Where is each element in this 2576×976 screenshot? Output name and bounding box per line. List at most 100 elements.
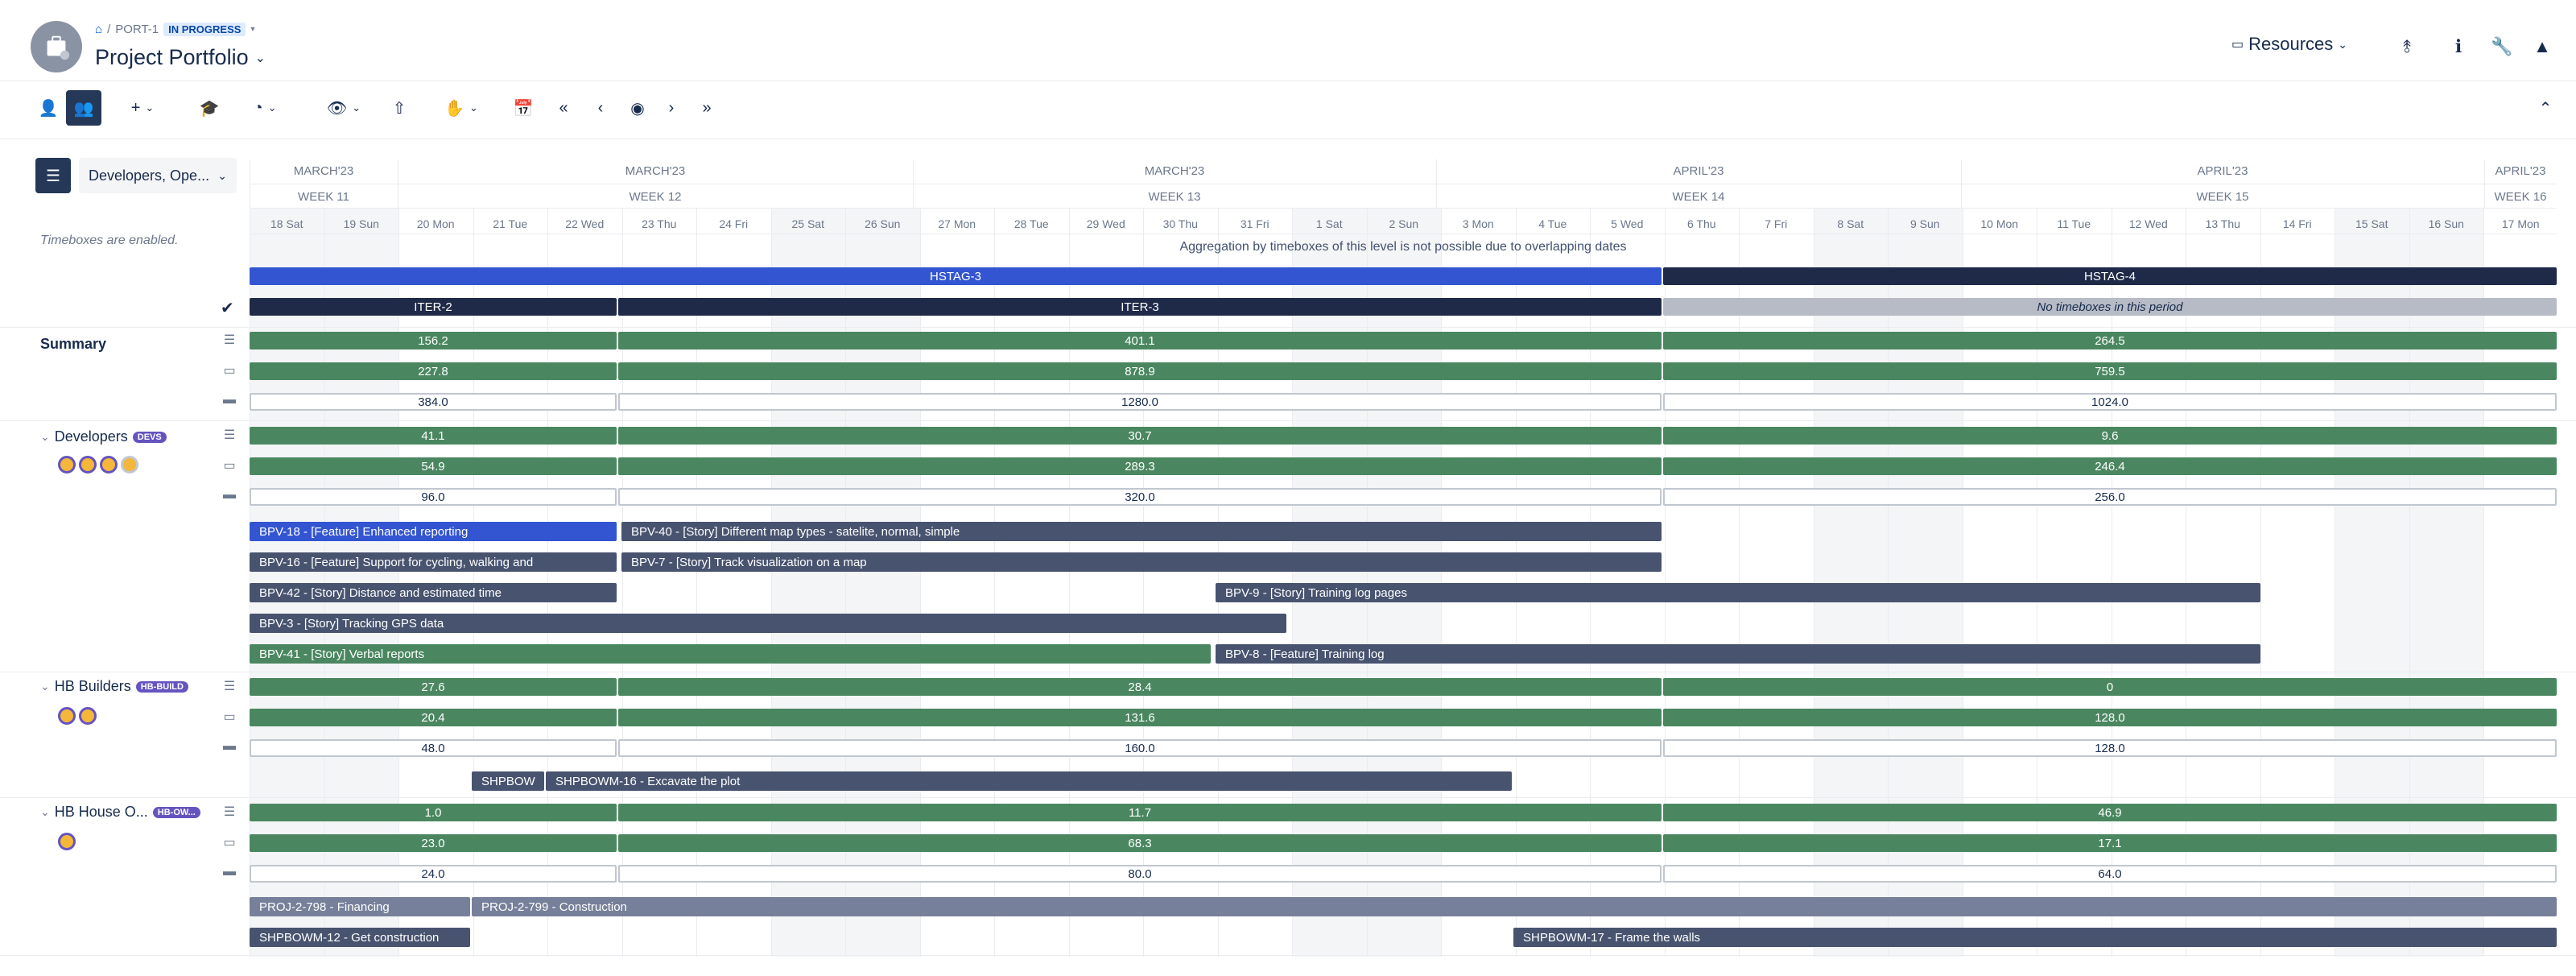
today-button[interactable]: ◉ bbox=[621, 90, 654, 126]
drag-mode-button[interactable]: ✋ ⌄ bbox=[444, 99, 478, 118]
grid-line bbox=[845, 208, 846, 957]
avatar[interactable] bbox=[79, 456, 97, 474]
wrench-icon[interactable]: 🔧 bbox=[2491, 36, 2513, 56]
jump-start-button[interactable]: « bbox=[547, 90, 580, 126]
work-item-bar[interactable]: BPV-8 - [Feature] Training log bbox=[1216, 644, 2260, 664]
page-title[interactable]: Project Portfolio ⌄ bbox=[95, 45, 266, 70]
day-label: 28 Tue bbox=[1013, 217, 1049, 230]
prev-button[interactable]: ‹ bbox=[584, 90, 617, 126]
metric-bar[interactable]: 48.0 bbox=[250, 739, 617, 757]
metric-bar[interactable]: 401.1 bbox=[618, 332, 1662, 349]
metric-bar[interactable]: 1024.0 bbox=[1663, 393, 2557, 411]
filter-list-button[interactable]: ☰ bbox=[35, 158, 71, 193]
add-button[interactable]: + ⌄ bbox=[130, 98, 155, 117]
iteration-bar[interactable]: ITER-2 bbox=[250, 298, 617, 316]
metric-bar[interactable]: 9.6 bbox=[1663, 427, 2557, 445]
avatar[interactable] bbox=[100, 456, 118, 474]
metric-bar[interactable]: 878.9 bbox=[618, 362, 1662, 380]
work-item-bar[interactable]: BPV-16 - [Feature] Support for cycling, … bbox=[250, 552, 617, 572]
metric-bar[interactable]: 30.7 bbox=[618, 427, 1662, 445]
work-item-bar[interactable]: SHPBOWM-12 - Get construction bbox=[250, 928, 470, 947]
stage-bar[interactable]: HSTAG-4 bbox=[1663, 267, 2557, 285]
status-badge[interactable]: IN PROGRESS bbox=[163, 23, 246, 36]
metric-bar[interactable]: 80.0 bbox=[618, 865, 1662, 883]
metric-bar[interactable]: 24.0 bbox=[250, 865, 617, 883]
avatar[interactable] bbox=[121, 456, 138, 474]
metric-bar[interactable]: 68.3 bbox=[618, 834, 1662, 852]
stage-bar[interactable]: HSTAG-3 bbox=[250, 267, 1662, 285]
iteration-bar[interactable]: ITER-3 bbox=[618, 298, 1662, 316]
jump-end-button[interactable]: » bbox=[691, 90, 723, 126]
metric-bar[interactable]: 11.7 bbox=[618, 804, 1662, 821]
project-avatar[interactable] bbox=[31, 21, 82, 72]
metric-bar[interactable]: 320.0 bbox=[618, 488, 1662, 506]
metric-bar[interactable]: 28.4 bbox=[618, 678, 1662, 696]
metric-bar[interactable]: 23.0 bbox=[250, 834, 617, 852]
team-view-button[interactable]: 👥 bbox=[66, 90, 101, 126]
work-item-bar[interactable]: BPV-41 - [Story] Verbal reports bbox=[250, 644, 1211, 664]
metric-bar[interactable]: 384.0 bbox=[250, 393, 617, 411]
work-item-bar[interactable]: BPV-40 - [Story] Different map types - s… bbox=[621, 522, 1662, 541]
metric-bar[interactable]: 289.3 bbox=[618, 457, 1662, 475]
avatar[interactable] bbox=[79, 707, 97, 725]
breadcrumb-item[interactable]: PORT-1 bbox=[115, 23, 159, 36]
metric-bar[interactable]: 96.0 bbox=[250, 488, 617, 506]
work-item-bar[interactable]: SHPBOW bbox=[472, 771, 544, 791]
metric-bar[interactable]: 128.0 bbox=[1663, 709, 2557, 726]
metric-bar[interactable]: 64.0 bbox=[1663, 865, 2557, 883]
team-hb-builders[interactable]: ⌄ HB Builders HB-BUILD bbox=[40, 678, 188, 695]
calendar-button[interactable]: 📅 bbox=[507, 90, 539, 126]
grid-line bbox=[621, 208, 623, 957]
education-button[interactable]: 🎓 bbox=[193, 90, 225, 126]
work-item-bar[interactable]: PROJ-2-798 - Financing bbox=[250, 897, 470, 916]
metric-bar[interactable]: 131.6 bbox=[618, 709, 1662, 726]
work-item-bar[interactable]: PROJ-2-799 - Construction bbox=[472, 897, 2557, 916]
work-item-bar[interactable]: BPV-18 - [Feature] Enhanced reporting bbox=[250, 522, 617, 541]
avatar[interactable] bbox=[58, 707, 76, 725]
team-filter-select[interactable]: Developers, Ope... ⌄ bbox=[79, 158, 237, 193]
export-button[interactable]: ⇧ bbox=[383, 90, 415, 126]
metric-bar[interactable]: 156.2 bbox=[250, 332, 617, 349]
single-view-button[interactable]: 👤 bbox=[32, 90, 64, 126]
collapse-toolbar-button[interactable]: ⌃ bbox=[2529, 90, 2562, 126]
team-hb-house-owners[interactable]: ⌄ HB House O... HB-OW... bbox=[40, 804, 200, 821]
work-item-bar[interactable]: BPV-7 - [Story] Track visualization on a… bbox=[621, 552, 1662, 572]
metric-bar[interactable]: 759.5 bbox=[1663, 362, 2557, 380]
metric-bar[interactable]: 1280.0 bbox=[618, 393, 1662, 411]
check-icon[interactable]: ✔ bbox=[221, 300, 234, 317]
dashboard-button[interactable]: ◔ ⌄ bbox=[253, 98, 277, 117]
metric-bar[interactable]: 256.0 bbox=[1663, 488, 2557, 506]
metric-bar[interactable]: 17.1 bbox=[1663, 834, 2557, 852]
work-item-bar[interactable]: SHPBOWM-17 - Frame the walls bbox=[1513, 928, 2557, 947]
metric-bar[interactable]: 160.0 bbox=[618, 739, 1662, 757]
metric-bar[interactable]: 1.0 bbox=[250, 804, 617, 821]
no-timebox-bar: No timeboxes in this period bbox=[1663, 298, 2557, 316]
work-item-bar[interactable]: SHPBOWM-16 - Excavate the plot bbox=[546, 771, 1512, 791]
metric-bar[interactable]: 264.5 bbox=[1663, 332, 2557, 349]
breadcrumb: ⌂ / PORT-1 IN PROGRESS ▾ bbox=[95, 23, 255, 36]
metric-bar[interactable]: 246.4 bbox=[1663, 457, 2557, 475]
team-developers[interactable]: ⌄ Developers DEVS bbox=[40, 428, 167, 445]
resources-button[interactable]: ▭ Resources ⌄ bbox=[2231, 34, 2347, 55]
person-icon[interactable]: ▲ bbox=[2533, 36, 2551, 56]
metric-bar[interactable]: 20.4 bbox=[250, 709, 617, 726]
share-icon[interactable]: ⥉ bbox=[2402, 36, 2412, 56]
metric-bar[interactable]: 46.9 bbox=[1663, 804, 2557, 821]
work-item-bar[interactable]: BPV-3 - [Story] Tracking GPS data bbox=[250, 614, 1286, 633]
info-icon[interactable]: ℹ bbox=[2454, 36, 2462, 56]
home-icon[interactable]: ⌂ bbox=[95, 23, 103, 36]
next-button[interactable]: › bbox=[655, 90, 687, 126]
metric-bar[interactable]: 27.6 bbox=[250, 678, 617, 696]
metric-bar[interactable]: 227.8 bbox=[250, 362, 617, 380]
view-button[interactable]: 👁 ⌄ bbox=[326, 99, 361, 118]
work-item-bar[interactable]: BPV-9 - [Story] Training log pages bbox=[1216, 583, 2260, 602]
work-item-bar[interactable]: BPV-42 - [Story] Distance and estimated … bbox=[250, 583, 617, 602]
avatar[interactable] bbox=[58, 456, 76, 474]
metric-bar[interactable]: 54.9 bbox=[250, 457, 617, 475]
day-label: 17 Mon bbox=[2501, 217, 2540, 230]
metric-bar[interactable]: 128.0 bbox=[1663, 739, 2557, 757]
avatar[interactable] bbox=[58, 833, 76, 850]
metric-bar[interactable]: 0 bbox=[1663, 678, 2557, 696]
day-label: 19 Sun bbox=[343, 217, 379, 230]
metric-bar[interactable]: 41.1 bbox=[250, 427, 617, 445]
